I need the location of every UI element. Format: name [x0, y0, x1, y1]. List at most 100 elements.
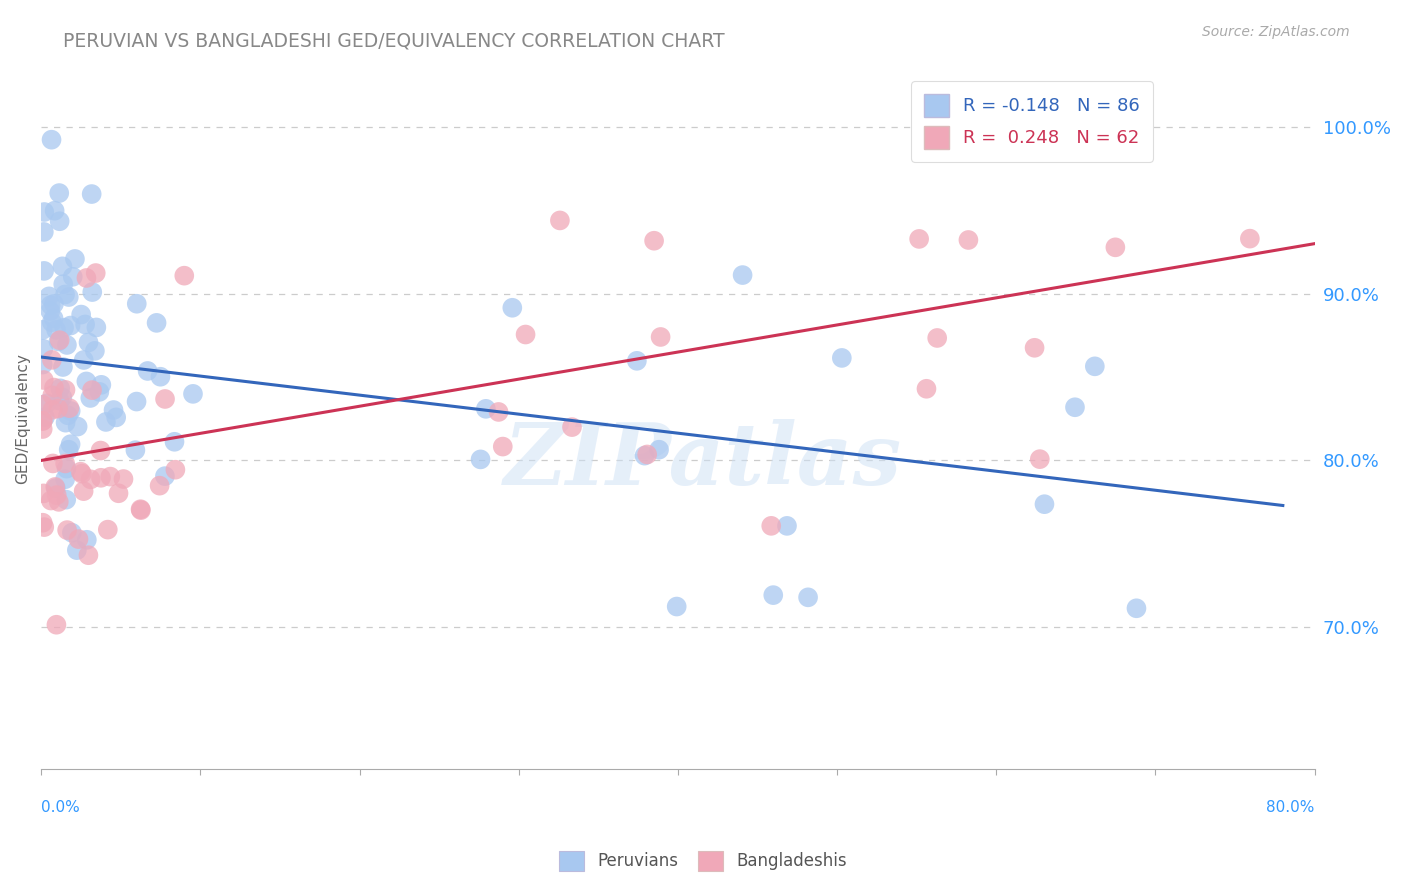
- Legend: Peruvians, Bangladeshis: Peruvians, Bangladeshis: [551, 842, 855, 880]
- Point: [44, 203, 66, 218]
- Point: [475, 401, 498, 416]
- Point: [31, 414, 53, 428]
- Point: [83, 343, 105, 358]
- Point: [173, 268, 195, 283]
- Point: [59, 318, 82, 333]
- Point: [55, 461, 77, 475]
- Point: [149, 478, 172, 492]
- Point: [145, 316, 167, 330]
- Point: [650, 330, 672, 344]
- Point: [73, 353, 96, 368]
- Point: [643, 234, 665, 248]
- Point: [515, 327, 537, 342]
- Point: [32, 520, 55, 534]
- Point: [32, 342, 55, 356]
- Point: [90, 377, 112, 392]
- Point: [48, 495, 70, 509]
- Point: [31, 516, 53, 530]
- Point: [163, 434, 186, 449]
- Point: [51, 260, 73, 274]
- Point: [153, 392, 176, 406]
- Point: [70, 467, 93, 481]
- Point: [48, 333, 70, 347]
- Point: [53, 287, 76, 301]
- Point: [129, 503, 152, 517]
- Point: [776, 519, 799, 533]
- Point: [35, 396, 58, 410]
- Point: [48, 334, 70, 349]
- Point: [762, 588, 785, 602]
- Point: [908, 232, 931, 246]
- Point: [80, 187, 103, 202]
- Point: [51, 390, 73, 404]
- Point: [52, 277, 75, 292]
- Point: [75, 318, 97, 332]
- Point: [62, 269, 84, 284]
- Point: [52, 359, 75, 374]
- Point: [90, 443, 112, 458]
- Point: [48, 214, 70, 228]
- Point: [76, 533, 98, 547]
- Point: [44, 480, 66, 494]
- Point: [957, 233, 980, 247]
- Point: [125, 394, 148, 409]
- Point: [633, 449, 655, 463]
- Point: [56, 409, 79, 423]
- Point: [42, 457, 65, 471]
- Point: [38, 289, 60, 303]
- Point: [45, 488, 67, 502]
- Point: [77, 548, 100, 562]
- Point: [77, 335, 100, 350]
- Point: [72, 484, 94, 499]
- Text: 0.0%: 0.0%: [41, 799, 80, 814]
- Point: [82, 285, 104, 299]
- Point: [59, 437, 82, 451]
- Y-axis label: GED/Equivalency: GED/Equivalency: [15, 353, 30, 484]
- Point: [58, 401, 80, 416]
- Point: [105, 410, 128, 425]
- Point: [53, 457, 76, 471]
- Point: [97, 523, 120, 537]
- Point: [761, 519, 783, 533]
- Point: [41, 133, 63, 147]
- Point: [66, 419, 89, 434]
- Point: [1029, 452, 1052, 467]
- Point: [32, 225, 55, 239]
- Point: [48, 186, 70, 200]
- Point: [129, 502, 152, 516]
- Point: [84, 266, 107, 280]
- Point: [153, 469, 176, 483]
- Point: [45, 481, 67, 495]
- Point: [41, 352, 63, 367]
- Point: [731, 268, 754, 282]
- Point: [39, 298, 62, 312]
- Point: [39, 493, 62, 508]
- Point: [831, 351, 853, 365]
- Point: [45, 617, 67, 632]
- Point: [492, 440, 515, 454]
- Point: [149, 369, 172, 384]
- Point: [59, 404, 82, 418]
- Point: [31, 358, 53, 372]
- Point: [112, 472, 135, 486]
- Point: [136, 364, 159, 378]
- Point: [70, 308, 93, 322]
- Point: [31, 323, 53, 337]
- Point: [79, 472, 101, 486]
- Point: [69, 465, 91, 479]
- Point: [75, 271, 97, 285]
- Point: [1125, 601, 1147, 615]
- Point: [1239, 232, 1261, 246]
- Point: [56, 523, 79, 537]
- Point: [41, 388, 63, 402]
- Point: [60, 525, 83, 540]
- Point: [32, 264, 55, 278]
- Point: [53, 472, 76, 486]
- Point: [66, 543, 89, 558]
- Point: [58, 442, 80, 457]
- Point: [626, 354, 648, 368]
- Point: [45, 323, 67, 337]
- Point: [79, 391, 101, 405]
- Point: [31, 398, 53, 412]
- Point: [103, 403, 125, 417]
